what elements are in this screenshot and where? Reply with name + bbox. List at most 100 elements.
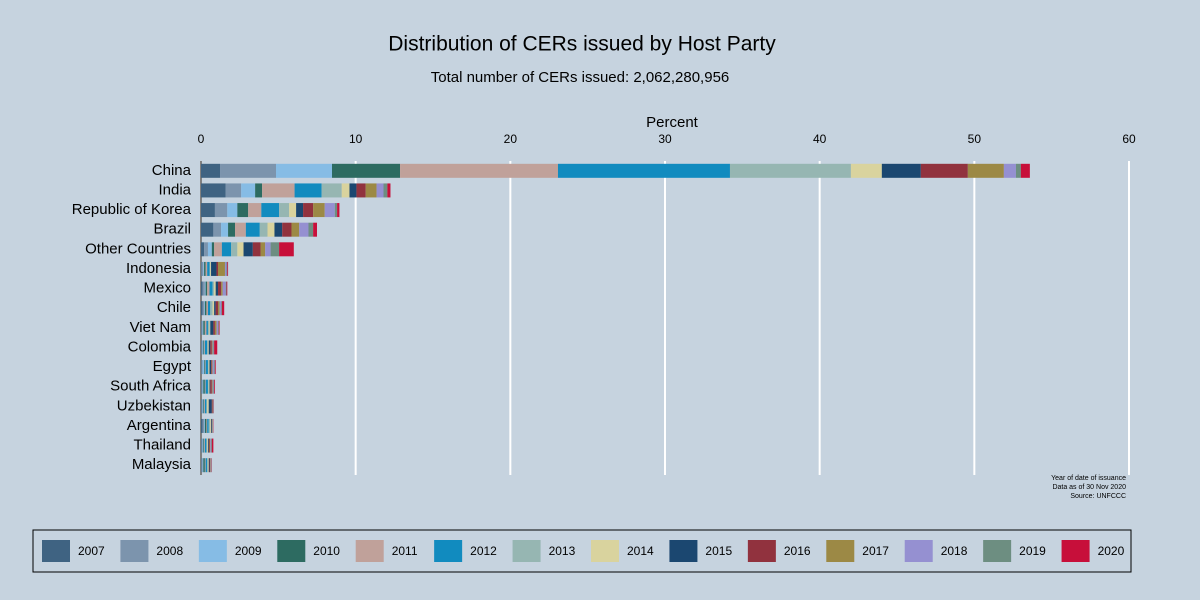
legend-swatch xyxy=(904,540,933,562)
legend-label: 2020 xyxy=(1098,544,1125,558)
bar-segment xyxy=(210,418,212,433)
bar-segment xyxy=(212,379,214,394)
bar-segment xyxy=(219,301,222,316)
bar-segment xyxy=(201,183,226,198)
bar-segment xyxy=(203,340,205,355)
bar-segment xyxy=(204,438,207,453)
bar-segment xyxy=(349,183,357,198)
bar-segment xyxy=(313,222,317,237)
bar-segment xyxy=(296,203,304,218)
bar-segment xyxy=(214,360,216,375)
bar-segment xyxy=(209,379,211,394)
legend-box xyxy=(32,529,1132,573)
bar-segment xyxy=(208,340,211,355)
bar-segment xyxy=(210,301,213,316)
bar-segment xyxy=(228,222,236,237)
bar-segment xyxy=(365,183,377,198)
legend-label: 2011 xyxy=(392,544,418,558)
bar-segment xyxy=(221,222,229,237)
legend-label: 2017 xyxy=(862,544,889,558)
legend-label: 2015 xyxy=(705,544,732,558)
bar-segment xyxy=(210,340,212,355)
bar-segment xyxy=(1015,163,1021,178)
bar-segment xyxy=(376,183,384,198)
bar-segment xyxy=(208,399,212,414)
bar-segment xyxy=(400,163,558,178)
bar-segment xyxy=(227,261,229,276)
bar-segment xyxy=(262,183,295,198)
bar-segment xyxy=(209,281,213,296)
bar-segment xyxy=(206,399,208,414)
bar-segment xyxy=(203,438,205,453)
bar-segment xyxy=(261,203,280,218)
y-tick-label: Brazil xyxy=(153,221,191,238)
bar-segment xyxy=(220,163,277,178)
bar-segment xyxy=(210,261,212,276)
bar-segment xyxy=(279,203,290,218)
bar-segment xyxy=(221,242,232,257)
legend-label: 2014 xyxy=(627,544,654,558)
legend-swatch xyxy=(512,540,541,562)
bar-segment xyxy=(204,242,208,257)
legend-swatch xyxy=(42,540,70,562)
bar-segment xyxy=(321,183,342,198)
bar-segment xyxy=(218,320,220,335)
bar-segment xyxy=(211,438,214,453)
bar-segment xyxy=(276,163,333,178)
bar-segment xyxy=(211,242,215,257)
bar-segment xyxy=(202,458,204,473)
bar-segment xyxy=(226,261,228,276)
bar-segment xyxy=(248,203,262,218)
bar-segment xyxy=(225,281,227,296)
bar-segment xyxy=(324,203,335,218)
legend-label: 2012 xyxy=(470,544,497,558)
legend-swatch xyxy=(591,540,619,562)
bar-segment xyxy=(207,458,208,473)
bar-segment xyxy=(387,183,391,198)
bar-segment xyxy=(208,458,210,473)
bar-segment xyxy=(214,320,217,335)
bar-segment xyxy=(207,242,212,257)
bar-segment xyxy=(204,261,206,276)
bar-segment xyxy=(221,301,225,316)
legend-swatch xyxy=(198,540,227,562)
note: Source: UNFCCC xyxy=(1070,493,1126,500)
bar-segment xyxy=(260,242,266,257)
bar-segment xyxy=(850,163,882,178)
bar-segment xyxy=(299,222,309,237)
x-tick-label: 60 xyxy=(1122,132,1136,146)
legend-swatch xyxy=(434,540,463,562)
bar-segment xyxy=(201,320,202,335)
bar-segment xyxy=(881,163,921,178)
bar-segment xyxy=(267,222,275,237)
bar-segment xyxy=(209,261,211,276)
x-tick-label: 30 xyxy=(658,132,672,146)
bar-segment xyxy=(225,183,242,198)
bar-segment xyxy=(201,301,203,316)
y-tick-label: India xyxy=(158,181,191,198)
y-tick-label: Mexico xyxy=(143,280,191,297)
bar-segment xyxy=(212,281,215,296)
bar-segment xyxy=(204,281,206,296)
bar-segment xyxy=(214,340,218,355)
x-tick-label: 40 xyxy=(813,132,827,146)
legend-label: 2019 xyxy=(1019,544,1046,558)
bar-segment xyxy=(210,320,214,335)
bar-segment xyxy=(201,399,203,414)
bar-segment xyxy=(201,242,205,257)
legend-swatch xyxy=(277,540,306,562)
bar-segment xyxy=(214,281,216,296)
bar-segment xyxy=(211,360,212,375)
bar-segment xyxy=(214,379,215,394)
bar-segment xyxy=(202,340,204,355)
y-tick-label: Argentina xyxy=(127,417,192,434)
bar-segment xyxy=(270,242,280,257)
bar-segment xyxy=(215,281,219,296)
legend-label: 2010 xyxy=(313,544,340,558)
bar-segment xyxy=(282,222,292,237)
bar-segment xyxy=(204,360,206,375)
bar-segment xyxy=(201,261,202,276)
bar-segment xyxy=(206,320,208,335)
bar-segment xyxy=(211,399,213,414)
bar-segment xyxy=(213,320,215,335)
